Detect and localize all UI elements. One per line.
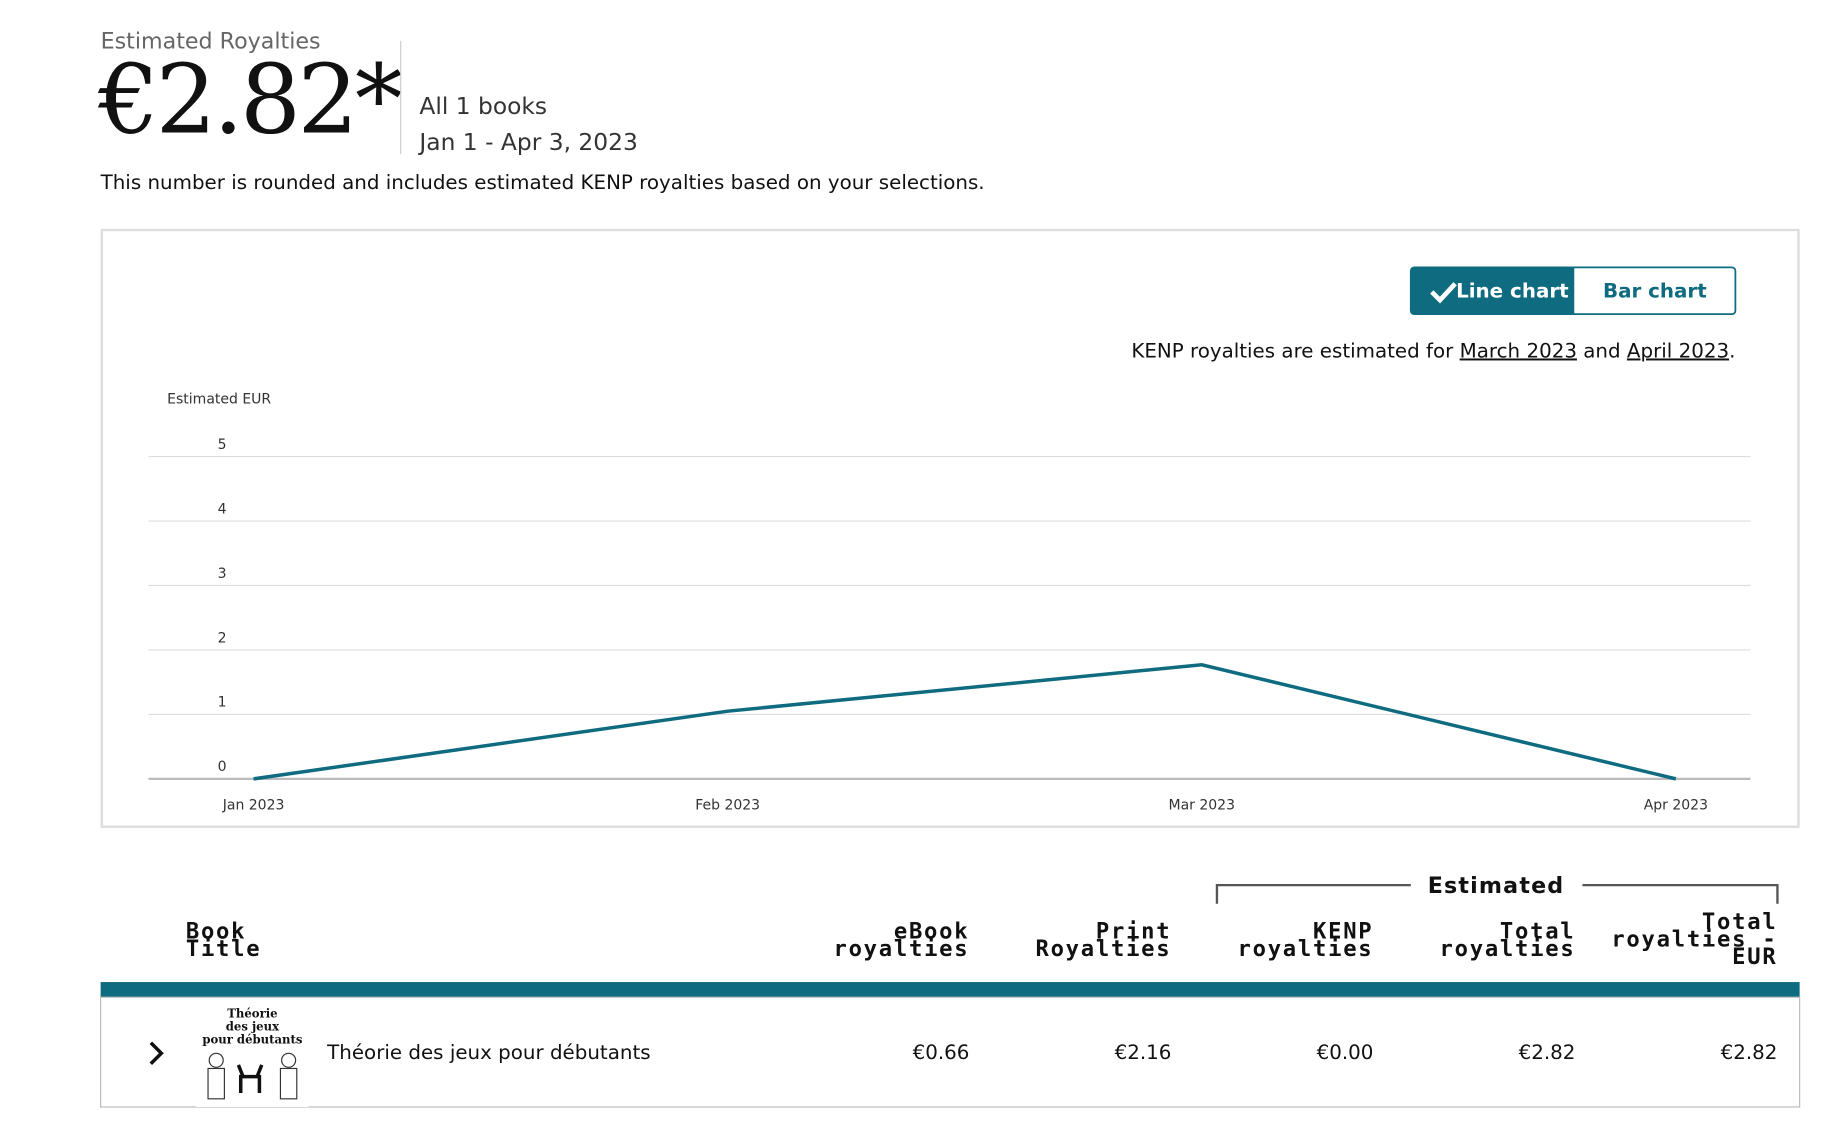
x-tick-label: Feb 2023 — [695, 798, 760, 814]
toggle-button[interactable]: Line chart — [1456, 279, 1569, 302]
royalty-cell: €2.82 — [1721, 1041, 1778, 1064]
cover-text: Théorie — [227, 1007, 277, 1021]
cover-deer — [236, 1064, 264, 1093]
summary-amount: €2.82* — [97, 43, 402, 155]
y-tick-label: 5 — [218, 437, 227, 453]
column-header: KENP — [1313, 918, 1373, 944]
kenp-note: KENP royalties are estimated for March 2… — [1131, 339, 1735, 362]
column-header: eBook — [894, 918, 970, 944]
royalty-cell: €2.82 — [1519, 1041, 1576, 1064]
note-text: . — [1729, 339, 1735, 362]
column-header: Book — [186, 918, 246, 944]
chart-panel — [100, 228, 1800, 828]
x-tick-label: Mar 2023 — [1169, 798, 1236, 814]
note-text: KENP royalties are estimated for — [1131, 339, 1459, 362]
month-link[interactable]: March 2023 — [1460, 339, 1577, 362]
note-text: and — [1577, 339, 1627, 362]
summary-scope: All 1 books — [419, 92, 547, 120]
data-line — [253, 662, 1677, 781]
x-tick-label: Jan 2023 — [222, 798, 285, 814]
column-header: Royalties — [1035, 936, 1171, 962]
y-tick-label: 4 — [218, 501, 227, 517]
group-bracket — [1215, 883, 1779, 904]
toggle-button[interactable]: Bar chart — [1603, 279, 1707, 302]
y-tick-label: 1 — [218, 695, 227, 711]
month-link[interactable]: April 2023 — [1627, 339, 1729, 362]
header-rule — [100, 982, 1800, 998]
summary-label: Estimated Royalties — [101, 29, 321, 55]
column-header: royalties - — [1611, 927, 1777, 953]
y-tick-label: 2 — [218, 630, 227, 646]
column-header: Print — [1096, 918, 1172, 944]
cover-figure — [279, 1067, 298, 1100]
cover-figure — [208, 1052, 224, 1068]
y-tick-label: 0 — [218, 759, 227, 775]
group-header: Estimated — [1428, 873, 1565, 899]
column-header: Total — [1500, 918, 1576, 944]
column-header: royalties — [1440, 936, 1576, 962]
royalty-cell: €2.16 — [1115, 1041, 1172, 1064]
cover-figure — [281, 1052, 297, 1068]
column-header: Title — [186, 936, 262, 962]
cover-figure — [207, 1067, 225, 1100]
column-header: EUR — [1732, 944, 1777, 970]
y-tick-label: 3 — [218, 566, 227, 582]
cover-text: pour débutants — [202, 1032, 303, 1046]
y-axis-label: Estimated EUR — [167, 391, 271, 407]
x-tick-label: Apr 2023 — [1644, 798, 1708, 814]
expand-chevron[interactable] — [149, 1041, 164, 1066]
book-title[interactable]: Théorie des jeux pour débutants — [326, 1041, 650, 1064]
royalties-table: EstimatedBookTitleeBookroyaltiesPrintRoy… — [100, 873, 1801, 1108]
summary-period: Jan 1 - Apr 3, 2023 — [417, 128, 637, 156]
column-header: Total — [1702, 909, 1778, 935]
column-header: royalties — [1238, 936, 1374, 962]
check-icon — [1430, 282, 1457, 304]
cover-text: des jeux — [226, 1020, 280, 1034]
summary-note: This number is rounded and includes esti… — [100, 171, 985, 194]
column-header: royalties — [833, 936, 969, 962]
table-row — [100, 996, 1801, 1108]
royalty-cell: €0.00 — [1317, 1041, 1374, 1064]
royalty-cell: €0.66 — [913, 1041, 970, 1064]
line-chart: Estimated EUR 0 1 2 3 4 5 Jan 2023 Feb 2023 Mar 2… — [148, 391, 1751, 814]
toggle-active[interactable] — [1410, 267, 1575, 315]
cover-bg — [196, 1001, 309, 1107]
